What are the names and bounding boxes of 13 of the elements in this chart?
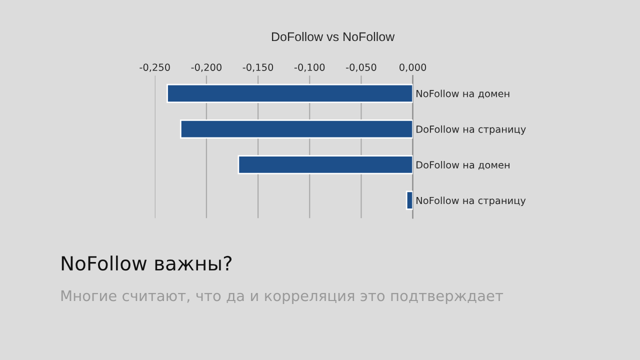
text: NoFollow важны? [62,256,232,271]
x-tick-label: 0,000 [400,64,426,72]
x-tick-label: -0,150 [242,64,274,72]
x-tick-label: -0,250 [140,64,170,72]
y-tick-label: NoFollow на страницу [416,196,526,206]
x-tick-label: -0,200 [191,64,222,72]
x-tick-label: -0,050 [346,64,376,72]
y-tick-label: DoFollow на домен [416,161,510,170]
x-tick-label: -0,100 [294,64,325,72]
y-tick-label: NoFollow на домен [416,90,510,98]
text: Многие считают, что да и корреляция это подтверждает [61,290,504,304]
chart-title: DoFollow vs NoFollow [272,32,395,42]
y-tick-label: DoFollow на страницу [416,125,526,135]
